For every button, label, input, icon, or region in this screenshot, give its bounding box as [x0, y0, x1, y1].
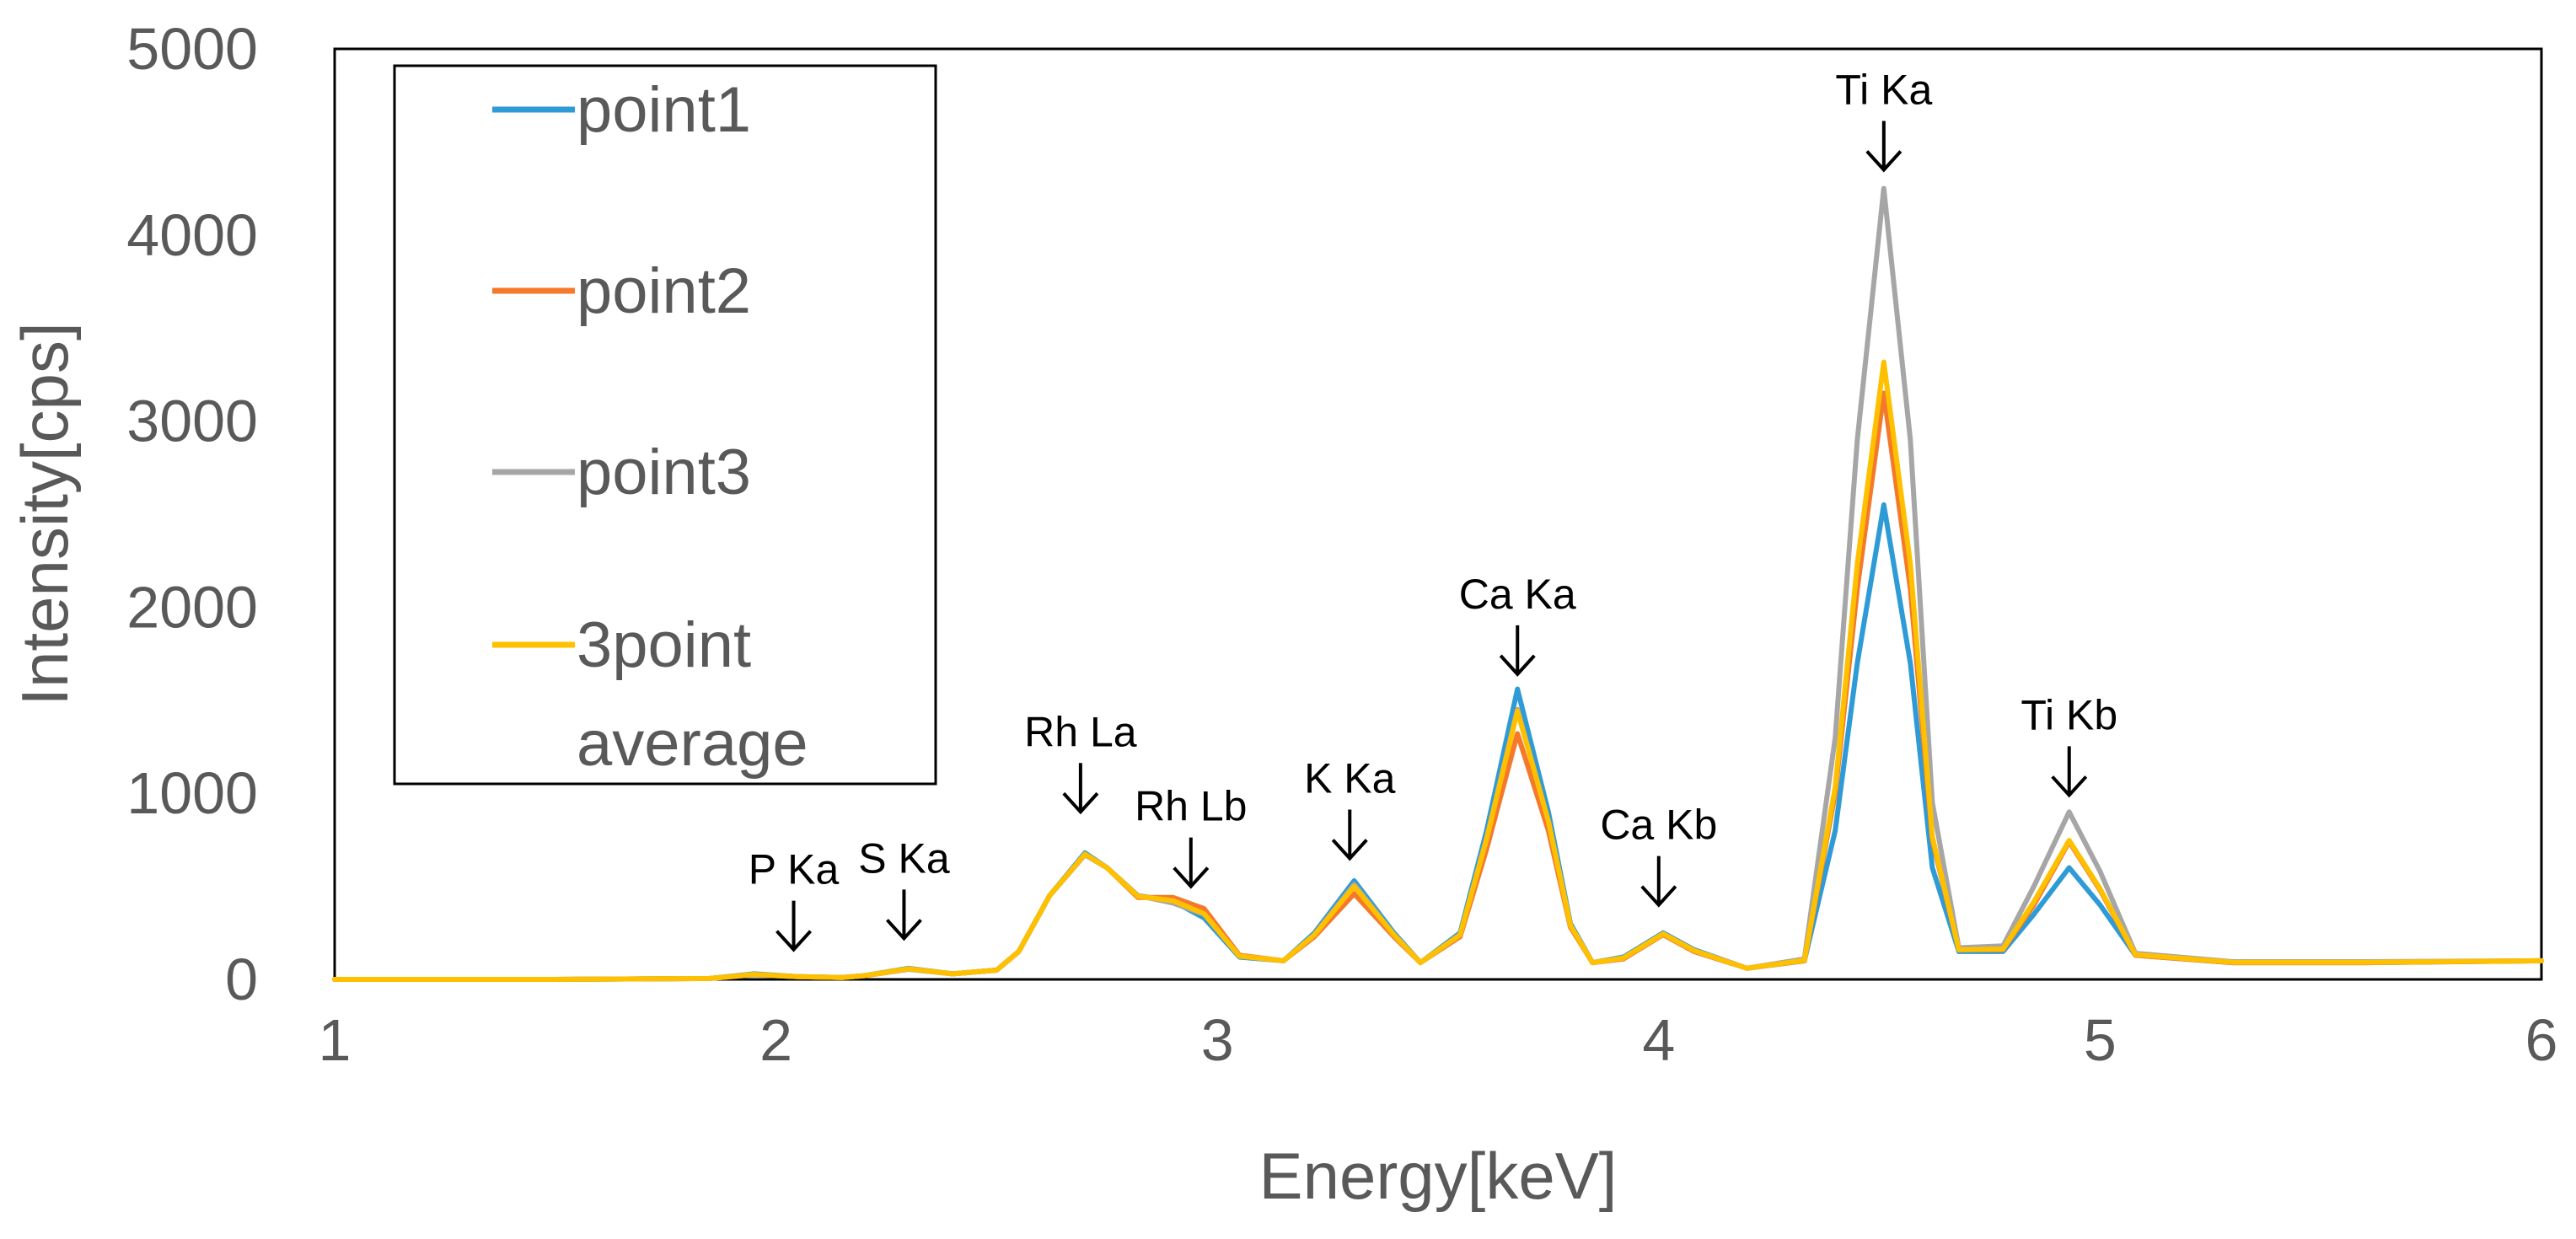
annotation-label: Ca Kb	[1600, 802, 1717, 849]
peak-annotation: Ca Ka	[1459, 571, 1576, 677]
y-tick-label: 0	[225, 947, 258, 1012]
annotation-arrow-head	[885, 919, 922, 941]
peak-annotation: Ti Ka	[1835, 67, 1932, 173]
legend-label-3point-average: 3point average	[577, 609, 808, 780]
peak-annotation: Rh La	[1024, 708, 1137, 815]
annotation-arrow-head	[1173, 866, 1210, 889]
y-axis-ticks: 0 1000 2000 3000 4000 5000	[126, 16, 258, 1012]
legend-label-point3: point3	[577, 437, 751, 508]
y-axis-title: Intensity[cps]	[8, 322, 82, 705]
legend-box	[393, 64, 937, 786]
plot-area-border	[333, 47, 2543, 981]
annotation-arrow-head	[775, 930, 813, 952]
x-axis-ticks: 1 2 3 4 5 6	[319, 1007, 2558, 1073]
annotation-arrow-head	[1499, 654, 1536, 677]
annotation-arrow-head	[1062, 791, 1099, 815]
legend-items: point1 point2 point3 3point average	[492, 74, 808, 780]
x-tick-label: 5	[2084, 1007, 2117, 1073]
x-tick-label: 3	[1201, 1007, 1234, 1073]
peak-annotation: S Ka	[858, 834, 950, 941]
y-tick-label: 3000	[126, 389, 258, 454]
annotation-label: K Ka	[1304, 754, 1396, 802]
annotation-arrow-head	[1640, 885, 1677, 908]
peak-annotation: Ti Kb	[2021, 691, 2117, 798]
y-tick-label: 4000	[126, 202, 258, 268]
annotation-label: Ca Ka	[1459, 571, 1576, 618]
x-tick-label: 6	[2525, 1007, 2558, 1073]
series-layer	[332, 185, 2544, 982]
y-tick-label: 5000	[126, 16, 258, 82]
peak-annotations: P Ka S Ka Rh La Rh Lb K Ka Ca Ka Ca Kb Ti Ka Ti …	[749, 67, 2117, 952]
annotation-label: P Ka	[749, 846, 840, 893]
annotation-label: Ti Kb	[2021, 691, 2117, 738]
legend: point1 point2 point3 3point average	[393, 64, 937, 786]
peak-annotation: K Ka	[1304, 754, 1396, 861]
peak-annotation: Rh Lb	[1135, 783, 1248, 889]
x-axis-title: Energy[keV]	[1259, 1139, 1618, 1213]
x-tick-label: 2	[759, 1007, 792, 1073]
x-tick-label: 1	[319, 1007, 352, 1073]
y-tick-label: 2000	[126, 574, 258, 640]
series-line-3point-average	[332, 359, 2544, 982]
x-tick-label: 4	[1642, 1007, 1675, 1073]
legend-label-point1: point1	[577, 74, 751, 146]
annotation-label: Rh La	[1024, 708, 1137, 755]
peak-annotation: Ca Kb	[1600, 802, 1717, 908]
annotation-label: Ti Ka	[1835, 67, 1932, 114]
annotation-arrow-head	[2051, 775, 2088, 798]
annotation-arrow-head	[1865, 150, 1902, 173]
legend-label-point2: point2	[577, 255, 751, 327]
annotation-label: S Ka	[858, 834, 950, 882]
annotation-arrow-head	[1331, 839, 1368, 861]
annotation-label: Rh Lb	[1135, 783, 1247, 830]
peak-annotation: P Ka	[749, 846, 840, 952]
y-tick-label: 1000	[126, 760, 258, 826]
